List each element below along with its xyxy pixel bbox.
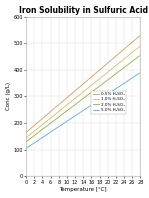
2.0% H₂SO₄ <box>134 58 135 61</box>
1.0% H₂SO₄ <box>139 45 141 47</box>
X-axis label: Temperature [°C]: Temperature [°C] <box>59 188 107 192</box>
Line: 5.0% H₂SO₄: 5.0% H₂SO₄ <box>26 72 140 148</box>
1.0% H₂SO₄ <box>25 136 27 139</box>
Line: 1.0% H₂SO₄: 1.0% H₂SO₄ <box>26 46 140 138</box>
5.0% H₂SO₄ <box>32 143 34 145</box>
1.0% H₂SO₄ <box>30 133 32 135</box>
0.5% H₂SO₄ <box>56 105 58 108</box>
5.0% H₂SO₄ <box>56 127 58 129</box>
Line: 2.0% H₂SO₄: 2.0% H₂SO₄ <box>26 55 140 142</box>
1.0% H₂SO₄ <box>32 131 34 133</box>
0.5% H₂SO₄ <box>25 131 27 133</box>
2.0% H₂SO₄ <box>25 140 27 143</box>
Line: 0.5% H₂SO₄: 0.5% H₂SO₄ <box>26 35 140 132</box>
0.5% H₂SO₄ <box>139 34 141 36</box>
Title: Iron Solubility in Sulfuric Acid: Iron Solubility in Sulfuric Acid <box>19 6 148 15</box>
0.5% H₂SO₄ <box>134 39 135 41</box>
0.5% H₂SO₄ <box>32 125 34 128</box>
0.5% H₂SO₄ <box>130 42 131 45</box>
5.0% H₂SO₄ <box>130 78 131 80</box>
Legend: 0.5% H₂SO₄, 1.0% H₂SO₄, 2.0% H₂SO₄, 5.0% H₂SO₄: 0.5% H₂SO₄, 1.0% H₂SO₄, 2.0% H₂SO₄, 5.0%… <box>91 90 127 114</box>
1.0% H₂SO₄ <box>134 49 135 52</box>
2.0% H₂SO₄ <box>130 61 131 64</box>
5.0% H₂SO₄ <box>30 144 32 147</box>
0.5% H₂SO₄ <box>46 113 48 115</box>
2.0% H₂SO₄ <box>46 124 48 127</box>
5.0% H₂SO₄ <box>25 147 27 149</box>
1.0% H₂SO₄ <box>56 112 58 114</box>
1.0% H₂SO₄ <box>46 119 48 122</box>
Y-axis label: Conc (g/L): Conc (g/L) <box>6 82 11 110</box>
5.0% H₂SO₄ <box>134 75 135 78</box>
0.5% H₂SO₄ <box>30 127 32 130</box>
1.0% H₂SO₄ <box>130 53 131 55</box>
5.0% H₂SO₄ <box>139 71 141 74</box>
2.0% H₂SO₄ <box>30 137 32 139</box>
2.0% H₂SO₄ <box>32 135 34 138</box>
2.0% H₂SO₄ <box>56 117 58 120</box>
2.0% H₂SO₄ <box>139 54 141 56</box>
5.0% H₂SO₄ <box>46 133 48 135</box>
